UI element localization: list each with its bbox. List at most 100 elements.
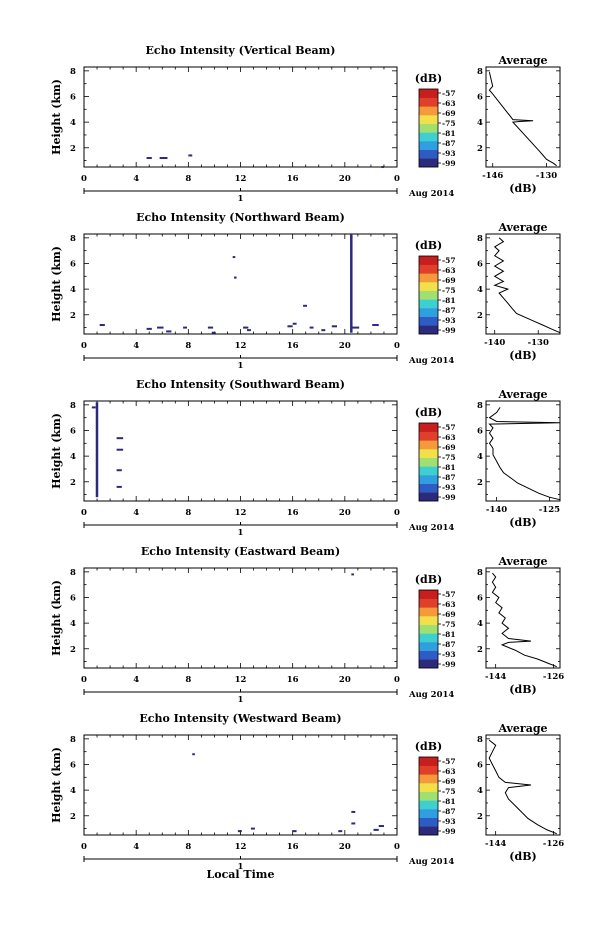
colorbar-tick-label: -87 (442, 807, 456, 816)
colorbar-tick-label: -93 (442, 483, 456, 492)
y-axis-label: Height (km) (50, 747, 63, 823)
avg-x-label: (dB) (509, 516, 536, 529)
x-tick-label: 0 (81, 842, 87, 852)
colorbar-tick-label: -81 (442, 296, 456, 305)
x-tick-label: 12 (235, 675, 247, 685)
colorbar-segment (419, 800, 438, 810)
colorbar-segment (419, 97, 438, 107)
panel-3: Echo Intensity (Eastward Beam)0 4 8 12 16 20 0… (50, 545, 564, 705)
echo-cell (338, 830, 343, 833)
avg-title: Average (497, 54, 547, 67)
y-tick-label: 6 (70, 92, 76, 102)
echo-cell (116, 485, 122, 488)
colorbar-segment (419, 273, 438, 283)
colorbar-tick-label: -69 (442, 610, 456, 619)
y-tick-label: 4 (70, 619, 76, 629)
colorbar-tick-label: -57 (442, 423, 456, 432)
echo-cell (351, 810, 356, 813)
colorbar-segment (419, 308, 438, 317)
colorbar-segment (419, 299, 438, 309)
echo-cell (237, 830, 242, 833)
colorbar-tick-label: -69 (442, 443, 456, 452)
avg-y-tick-label: 6 (477, 593, 483, 603)
avg-y-tick-label: 2 (477, 812, 483, 822)
avg-x-tick-label: -130 (528, 338, 549, 348)
colorbar-unit: (dB) (415, 740, 442, 753)
x-tick-label: 12 (235, 842, 247, 852)
day-label: 1 (238, 862, 244, 872)
echo-cell (91, 406, 96, 409)
x-tick-label: 4 (133, 174, 139, 184)
x-tick-label: 0 (394, 675, 400, 685)
x-tick-label: 0 (394, 842, 400, 852)
colorbar-tick-label: -75 (442, 620, 456, 629)
x-tick-label: 8 (185, 341, 191, 351)
echo-cell (287, 325, 293, 328)
x-tick-label: 20 (339, 341, 351, 351)
colorbar-tick-label: -81 (442, 630, 456, 639)
echo-cell (321, 329, 326, 332)
colorbar-frame (418, 422, 439, 502)
colorbar-segment (419, 650, 438, 660)
colorbar-tick-label: -99 (442, 827, 456, 836)
colorbar-tick-label: -75 (442, 453, 456, 462)
date-label: Aug 2014 (408, 356, 454, 366)
x-tick-label: 8 (185, 508, 191, 518)
avg-y-tick-label: 8 (477, 401, 483, 411)
colorbar-segment (419, 123, 438, 133)
colorbar-tick-label: -87 (442, 473, 456, 482)
colorbar-segment (419, 89, 438, 98)
colorbar-segment (419, 149, 438, 159)
date-label: Aug 2014 (408, 857, 454, 867)
avg-y-tick-label: 4 (477, 786, 483, 796)
colorbar-unit: (dB) (415, 573, 442, 586)
echo-cell (247, 329, 251, 332)
colorbar-segment (419, 106, 438, 116)
echo-cell (183, 326, 188, 329)
x-axis-label: Local Time (207, 868, 275, 881)
x-tick-label: 4 (133, 842, 139, 852)
colorbar-segment (419, 757, 438, 766)
avg-y-tick-label: 6 (477, 426, 483, 436)
colorbar-segment (419, 607, 438, 617)
colorbar-segment (419, 256, 438, 265)
y-tick-label: 4 (70, 285, 76, 295)
y-tick-label: 2 (70, 645, 76, 655)
x-tick-label: 8 (185, 174, 191, 184)
echo-cell (146, 157, 152, 160)
echo-cell (232, 256, 236, 259)
avg-profile-line (488, 71, 557, 167)
avg-profile-line (493, 237, 561, 334)
colorbar-segment (419, 598, 438, 608)
colorbar-tick-label: -87 (442, 306, 456, 315)
avg-profile-line (491, 572, 557, 668)
avg-title: Average (497, 555, 547, 568)
colorbar-segment (419, 483, 438, 493)
echo-cell (116, 437, 124, 440)
echo-cell (351, 822, 356, 825)
echo-column (95, 402, 99, 498)
colorbar-tick-label: -87 (442, 139, 456, 148)
y-axis-label: Height (km) (50, 79, 63, 155)
y-tick-label: 6 (70, 426, 76, 436)
colorbar-segment (419, 826, 438, 836)
y-tick-label: 2 (70, 311, 76, 321)
y-tick-label: 2 (70, 478, 76, 488)
colorbar-tick-label: -63 (442, 600, 456, 609)
x-tick-label: 8 (185, 842, 191, 852)
echo-cell (351, 326, 360, 329)
echo-cell (292, 830, 297, 833)
avg-y-tick-label: 2 (477, 478, 483, 488)
echo-cell (159, 157, 168, 160)
colorbar-tick-label: -69 (442, 777, 456, 786)
echo-cell (146, 327, 152, 330)
avg-y-tick-label: 8 (477, 67, 483, 77)
colorbar-tick-label: -75 (442, 119, 456, 128)
x-tick-label: 0 (81, 341, 87, 351)
plot-frame (83, 400, 398, 502)
avg-y-tick-label: 8 (477, 568, 483, 578)
colorbar-tick-label: -69 (442, 276, 456, 285)
x-tick-label: 0 (394, 341, 400, 351)
echo-cell (99, 324, 105, 327)
